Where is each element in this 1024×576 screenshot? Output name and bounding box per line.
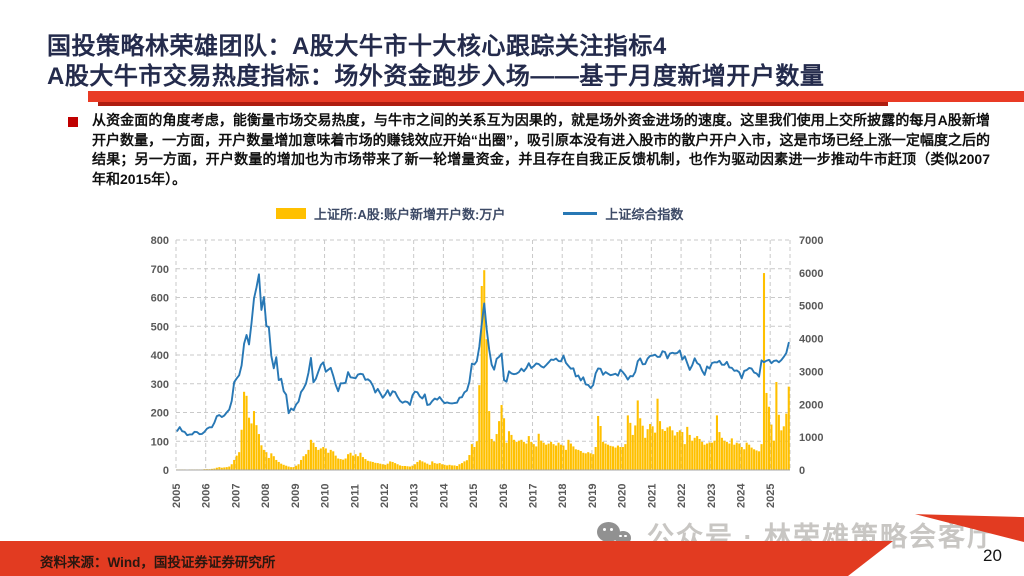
right-axis-tick: 6000	[799, 268, 823, 280]
title-underline-bar	[88, 91, 1024, 102]
x-axis-year-label: 2005	[171, 484, 183, 508]
x-axis-year-label: 2015	[468, 484, 480, 508]
legend-line-swatch-icon	[563, 212, 598, 215]
x-axis-year-label: 2009	[290, 484, 302, 508]
x-axis-year-label: 2020	[617, 484, 629, 508]
x-axis-year-label: 2010	[320, 484, 332, 508]
left-axis-tick: 0	[163, 465, 169, 477]
right-axis-tick: 2000	[799, 399, 823, 411]
dual-axis-chart: 0 100 200 300 400 500 600 700 800 0 1000 2000 3000 40…	[138, 230, 858, 522]
x-axis-year-label: 2017	[528, 484, 540, 508]
x-axis-year-label: 2023	[706, 484, 718, 508]
legend-item-sse-index: 上证综合指数	[563, 204, 683, 223]
left-axis-tick: 300	[151, 379, 169, 391]
gridlines	[175, 239, 791, 471]
x-axis-year-label: 2024	[736, 483, 748, 508]
x-axis-year-label: 2022	[676, 484, 688, 508]
left-axis-tick: 500	[151, 321, 169, 333]
x-axis-year-label: 2006	[201, 484, 213, 508]
right-axis-tick: 7000	[799, 235, 823, 247]
left-axis-tick: 100	[151, 436, 169, 448]
right-axis-tick: 5000	[799, 301, 823, 313]
left-axis-tick: 800	[151, 235, 169, 247]
slide-title-line1: 国投策略林荣雄团队：A股大牛市十大核心跟踪关注指标4	[47, 33, 667, 60]
axis-labels: 0 100 200 300 400 500 600 700 800 0 1000 2000 3000 40…	[151, 235, 824, 508]
bars-series	[176, 270, 790, 471]
x-axis-year-label: 2021	[646, 484, 658, 508]
right-axis-tick: 4000	[799, 334, 823, 346]
x-axis-year-label: 2016	[498, 484, 510, 508]
x-axis-year-label: 2014	[438, 483, 450, 508]
left-axis-tick: 400	[151, 350, 169, 362]
legend-label-new-accounts: 上证所:A股:账户新增开户数:万户	[314, 207, 506, 222]
title-underline-shadow	[98, 102, 888, 106]
index-line-series	[176, 273, 790, 437]
chart-legend: 上证所:A股:账户新增开户数:万户 上证综合指数	[276, 204, 683, 223]
legend-item-new-accounts: 上证所:A股:账户新增开户数:万户	[276, 204, 505, 223]
right-axis-tick: 3000	[799, 366, 823, 378]
x-axis-year-label: 2012	[379, 484, 391, 508]
bullet-square-icon	[68, 117, 78, 127]
footer-red-band	[0, 541, 893, 576]
left-axis-tick: 700	[151, 264, 169, 276]
x-axis-year-label: 2018	[557, 484, 569, 508]
x-axis-year-label: 2008	[260, 484, 272, 508]
source-attribution: 资料来源：Wind，国投证券证券研究所	[40, 555, 276, 570]
left-axis-tick: 600	[151, 293, 169, 305]
left-axis-tick: 200	[151, 408, 169, 420]
x-axis-year-label: 2013	[409, 484, 421, 508]
legend-label-sse-index: 上证综合指数	[605, 207, 684, 222]
slide-title-line2: A股大牛市交易热度指标：场外资金跑步入场——基于月度新增开户数量	[47, 63, 825, 90]
x-axis-year-label: 2011	[349, 484, 361, 508]
x-axis-year-label: 2025	[765, 484, 777, 508]
legend-bar-swatch-icon	[276, 208, 306, 219]
right-axis-tick: 1000	[799, 432, 823, 444]
body-paragraph: 从资金面的角度考虑，能衡量市场交易热度，与牛市之间的关系互为因果的，就是场外资金…	[92, 112, 990, 187]
page-number: 20	[983, 546, 1002, 565]
x-axis-year-label: 2019	[587, 484, 599, 508]
chart-svg: 0 100 200 300 400 500 600 700 800 0 1000 2000 3000 40…	[151, 235, 824, 508]
x-axis-year-label: 2007	[230, 484, 242, 508]
right-axis-tick: 0	[799, 465, 805, 477]
